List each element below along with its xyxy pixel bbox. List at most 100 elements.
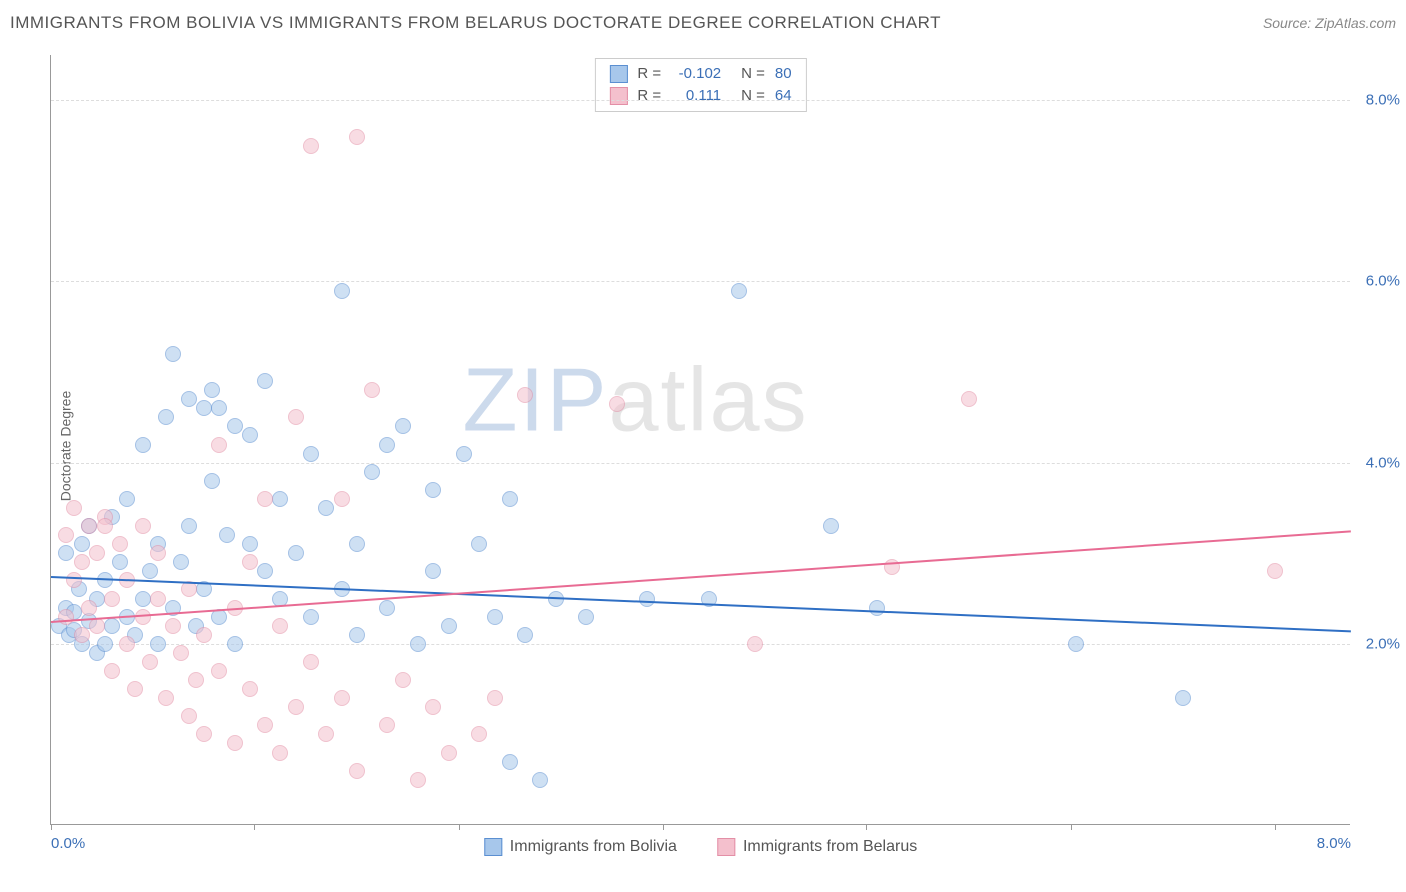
point-bolivia xyxy=(425,563,441,579)
point-belarus xyxy=(257,717,273,733)
point-belarus xyxy=(242,681,258,697)
point-bolivia xyxy=(303,446,319,462)
point-belarus xyxy=(66,500,82,516)
point-bolivia xyxy=(395,418,411,434)
point-bolivia xyxy=(204,382,220,398)
point-belarus xyxy=(303,654,319,670)
point-bolivia xyxy=(181,518,197,534)
point-belarus xyxy=(66,572,82,588)
legend-row-bolivia: R =-0.102 N =80 xyxy=(609,63,791,85)
point-bolivia xyxy=(487,609,503,625)
correlation-legend: R =-0.102 N =80 R =0.111 N =64 xyxy=(594,58,806,112)
point-belarus xyxy=(395,672,411,688)
point-belarus xyxy=(1267,563,1283,579)
x-tick-mark xyxy=(1071,824,1072,830)
scatter-plot-area: ZIPatlas R =-0.102 N =80 R =0.111 N =64 … xyxy=(50,55,1350,825)
y-tick-label: 6.0% xyxy=(1355,273,1400,290)
point-belarus xyxy=(74,554,90,570)
point-belarus xyxy=(517,387,533,403)
point-bolivia xyxy=(257,373,273,389)
point-bolivia xyxy=(639,591,655,607)
point-bolivia xyxy=(173,554,189,570)
point-bolivia xyxy=(204,473,220,489)
gridline xyxy=(51,463,1350,464)
point-belarus xyxy=(334,491,350,507)
point-bolivia xyxy=(1175,690,1191,706)
point-belarus xyxy=(158,690,174,706)
point-bolivia xyxy=(869,600,885,616)
legend-label-bolivia: Immigrants from Bolivia xyxy=(510,838,677,856)
point-belarus xyxy=(58,527,74,543)
point-belarus xyxy=(81,600,97,616)
swatch-belarus-icon xyxy=(717,838,735,856)
point-bolivia xyxy=(257,563,273,579)
point-belarus xyxy=(81,518,97,534)
gridline xyxy=(51,644,1350,645)
point-belarus xyxy=(272,618,288,634)
point-bolivia xyxy=(578,609,594,625)
point-bolivia xyxy=(135,437,151,453)
point-bolivia xyxy=(97,636,113,652)
x-tick-mark xyxy=(866,824,867,830)
point-bolivia xyxy=(181,391,197,407)
source-attribution: Source: ZipAtlas.com xyxy=(1263,15,1396,31)
point-bolivia xyxy=(532,772,548,788)
x-tick-mark xyxy=(51,824,52,830)
point-bolivia xyxy=(349,536,365,552)
point-belarus xyxy=(119,636,135,652)
point-bolivia xyxy=(303,609,319,625)
point-belarus xyxy=(364,382,380,398)
point-bolivia xyxy=(150,636,166,652)
gridline xyxy=(51,281,1350,282)
legend-item-belarus: Immigrants from Belarus xyxy=(717,838,917,856)
point-belarus xyxy=(142,654,158,670)
point-bolivia xyxy=(334,283,350,299)
point-bolivia xyxy=(196,400,212,416)
point-bolivia xyxy=(502,754,518,770)
point-belarus xyxy=(211,663,227,679)
point-belarus xyxy=(410,772,426,788)
point-belarus xyxy=(196,627,212,643)
regression-line-bolivia xyxy=(51,576,1351,632)
point-belarus xyxy=(173,645,189,661)
point-bolivia xyxy=(456,446,472,462)
point-belarus xyxy=(288,409,304,425)
point-belarus xyxy=(74,627,90,643)
point-belarus xyxy=(211,437,227,453)
point-belarus xyxy=(242,554,258,570)
point-belarus xyxy=(104,663,120,679)
y-tick-label: 4.0% xyxy=(1355,454,1400,471)
x-tick-mark xyxy=(1275,824,1276,830)
point-belarus xyxy=(196,726,212,742)
point-belarus xyxy=(150,591,166,607)
point-bolivia xyxy=(1068,636,1084,652)
point-belarus xyxy=(961,391,977,407)
swatch-bolivia-icon xyxy=(484,838,502,856)
point-belarus xyxy=(127,681,143,697)
point-bolivia xyxy=(318,500,334,516)
point-bolivia xyxy=(364,464,380,480)
point-bolivia xyxy=(104,618,120,634)
point-belarus xyxy=(89,545,105,561)
point-bolivia xyxy=(219,527,235,543)
point-bolivia xyxy=(379,437,395,453)
point-bolivia xyxy=(142,563,158,579)
point-belarus xyxy=(471,726,487,742)
point-belarus xyxy=(181,708,197,724)
x-tick-mark xyxy=(459,824,460,830)
point-belarus xyxy=(227,735,243,751)
y-tick-label: 2.0% xyxy=(1355,635,1400,652)
point-belarus xyxy=(318,726,334,742)
point-bolivia xyxy=(242,427,258,443)
legend-row-belarus: R =0.111 N =64 xyxy=(609,85,791,107)
point-bolivia xyxy=(517,627,533,643)
point-belarus xyxy=(747,636,763,652)
watermark: ZIPatlas xyxy=(462,350,808,453)
point-bolivia xyxy=(74,536,90,552)
point-bolivia xyxy=(242,536,258,552)
point-bolivia xyxy=(272,491,288,507)
legend-label-belarus: Immigrants from Belarus xyxy=(743,838,917,856)
point-bolivia xyxy=(288,545,304,561)
point-bolivia xyxy=(379,600,395,616)
point-belarus xyxy=(487,690,503,706)
